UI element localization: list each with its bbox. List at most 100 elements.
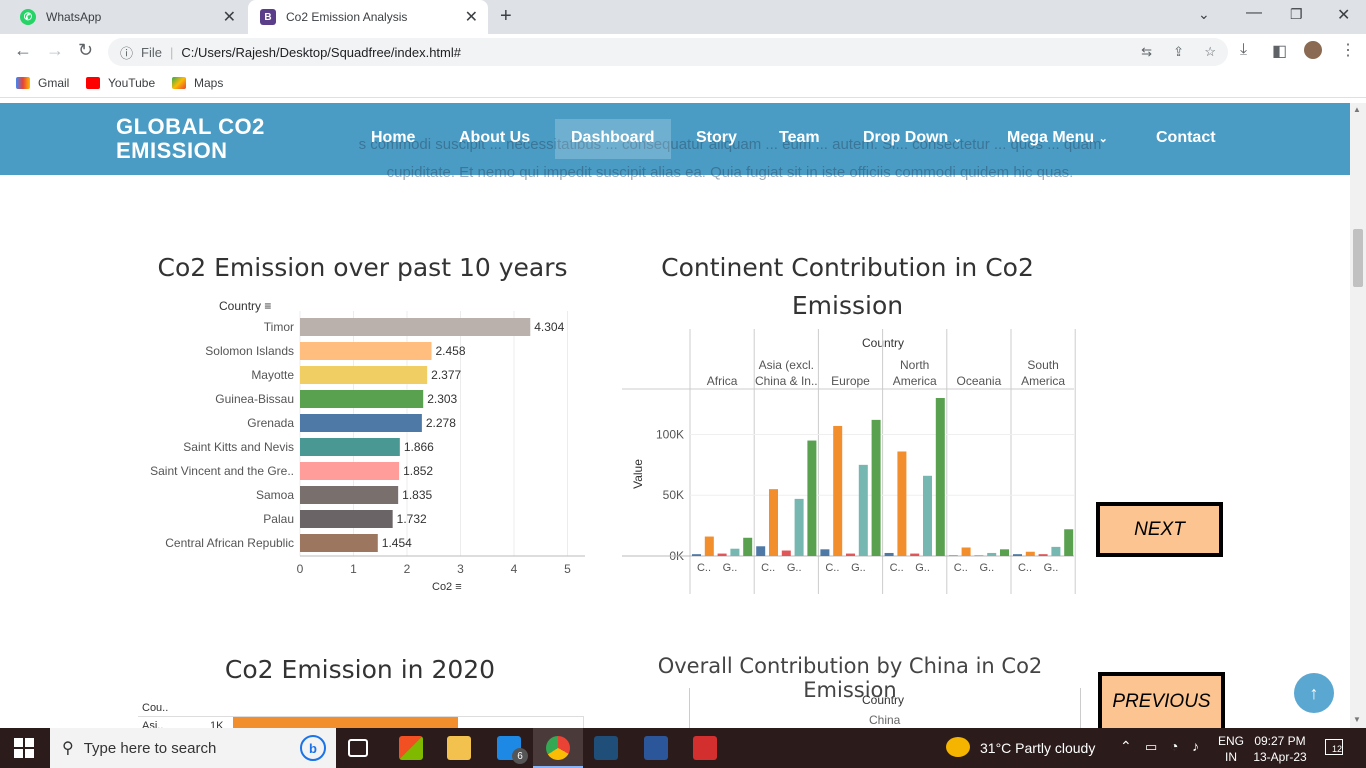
chart2-bar bbox=[858, 464, 868, 556]
restore-icon[interactable]: ❐ bbox=[1290, 6, 1303, 22]
nav-home[interactable]: Home bbox=[371, 129, 416, 146]
chart1-bar bbox=[300, 390, 424, 408]
chart2-bar bbox=[743, 537, 753, 556]
bing-icon[interactable]: b bbox=[300, 735, 326, 761]
bookmark-gmail[interactable]: Gmail bbox=[16, 76, 69, 90]
sidepanel-icon[interactable]: ◧ bbox=[1272, 43, 1288, 60]
notification-icon[interactable]: 12 bbox=[1325, 739, 1343, 755]
tableau-icon[interactable] bbox=[594, 736, 618, 760]
chart1-bar bbox=[300, 414, 422, 432]
language-indicator[interactable]: ENG IN bbox=[1218, 733, 1244, 765]
chart2-sub-label: G.. bbox=[787, 562, 802, 574]
back-to-top-button[interactable]: ↑ bbox=[1294, 673, 1334, 713]
chart1-data-label: 1.732 bbox=[397, 512, 427, 526]
taskbar-search[interactable]: ⚲ Type here to search b bbox=[50, 728, 336, 768]
chart2-bar bbox=[769, 489, 778, 556]
chart1-xlabel-text: Co2 bbox=[432, 581, 453, 593]
bg-line-2: cupiditate. Et nemo qui impedit suscipit… bbox=[386, 164, 1074, 181]
chart1-category-label: Solomon Islands bbox=[205, 344, 294, 358]
url-field[interactable]: ⓘ File | C:/Users/Rajesh/Desktop/Squadfr… bbox=[108, 38, 1228, 66]
back-icon[interactable]: ← bbox=[14, 40, 32, 60]
tab-whatsapp[interactable]: ✆ WhatsApp ✕ bbox=[0, 0, 246, 34]
chart2-ylabel: Value bbox=[631, 459, 645, 489]
wifi-icon[interactable]: ◔ bbox=[1170, 738, 1179, 754]
new-tab-icon[interactable]: + bbox=[500, 5, 512, 27]
bookmark-maps[interactable]: Maps bbox=[172, 76, 223, 90]
weather-icon[interactable] bbox=[946, 737, 970, 757]
download-icon[interactable]: ⤓ bbox=[1240, 41, 1248, 58]
nav-contact[interactable]: Contact bbox=[1156, 129, 1216, 146]
minimize-icon[interactable]: — bbox=[1246, 4, 1262, 21]
nav-megamenu[interactable]: Mega Menu ⌄ bbox=[1007, 129, 1108, 147]
site-logo[interactable]: GLOBAL CO2 EMISSION bbox=[116, 114, 265, 163]
forward-icon[interactable]: → bbox=[46, 40, 64, 60]
chart1-bar bbox=[300, 486, 399, 504]
reload-icon[interactable]: ↻ bbox=[78, 40, 94, 60]
close-tab-icon[interactable]: ✕ bbox=[464, 9, 478, 26]
nav-dropdown-label: Drop Down bbox=[863, 129, 949, 146]
previous-button[interactable]: PREVIOUS bbox=[1098, 672, 1225, 728]
battery-icon[interactable]: ▭ bbox=[1145, 739, 1158, 754]
acrobat-icon[interactable] bbox=[693, 736, 717, 760]
chrome-icon[interactable] bbox=[546, 736, 570, 760]
star-icon[interactable]: ☆ bbox=[1204, 44, 1216, 59]
chart2-bar bbox=[884, 552, 894, 556]
nav-story[interactable]: Story bbox=[696, 129, 737, 146]
task-view-icon[interactable] bbox=[348, 739, 368, 757]
address-bar: ← → ↻ ⓘ File | C:/Users/Rajesh/Desktop/S… bbox=[0, 34, 1366, 70]
share-icon[interactable]: ⇪ bbox=[1173, 44, 1184, 59]
chart2-panel-label: Africa bbox=[707, 374, 738, 388]
scroll-up-icon[interactable]: ▲ bbox=[1353, 105, 1361, 114]
word-icon[interactable] bbox=[644, 736, 668, 760]
chart2-sub-label: G.. bbox=[979, 562, 994, 574]
chart2-bar bbox=[923, 475, 932, 556]
chart1-xlabel[interactable]: Co2 ≡ bbox=[432, 581, 462, 593]
bootstrap-icon: B bbox=[260, 9, 276, 25]
nav-dropdown[interactable]: Drop Down ⌄ bbox=[863, 129, 962, 147]
close-tab-icon[interactable]: ✕ bbox=[222, 9, 236, 26]
profile-avatar[interactable] bbox=[1304, 41, 1322, 59]
chart2-sub-label: C.. bbox=[825, 562, 839, 574]
chart1-data-label: 2.377 bbox=[431, 368, 461, 382]
weather-text[interactable]: 31°C Partly cloudy bbox=[980, 740, 1096, 756]
nav-dashboard[interactable]: Dashboard bbox=[571, 129, 655, 146]
chart1-axis-header[interactable]: Country ≡ bbox=[219, 299, 271, 313]
bookmark-label: Maps bbox=[194, 76, 224, 90]
nav-team[interactable]: Team bbox=[779, 129, 820, 146]
tab-strip: ✆ WhatsApp ✕ B Co2 Emission Analysis ✕ +… bbox=[0, 0, 1366, 34]
tab-co2[interactable]: B Co2 Emission Analysis ✕ bbox=[248, 0, 488, 34]
store-icon[interactable] bbox=[399, 736, 423, 760]
info-icon: ⓘ bbox=[120, 45, 134, 61]
file-explorer-icon[interactable] bbox=[447, 736, 471, 760]
tab-search-icon[interactable]: ⌄ bbox=[1198, 6, 1210, 22]
chart1-svg: 0 1 2 3 4 5 Timor 4.304 Solomon Islands 2.458 Mayo… bbox=[150, 311, 585, 576]
chart2-bar bbox=[807, 440, 817, 556]
translate-icon[interactable]: ⇆ bbox=[1141, 44, 1152, 59]
windows-start-icon[interactable] bbox=[14, 738, 34, 758]
nav-megamenu-label: Mega Menu bbox=[1007, 129, 1095, 146]
bookmark-youtube[interactable]: YouTube bbox=[86, 76, 155, 90]
chart2-panel-label: Europe bbox=[831, 374, 870, 388]
scroll-down-icon[interactable]: ▼ bbox=[1353, 715, 1361, 724]
menu-icon[interactable]: ⋮ bbox=[1340, 42, 1356, 59]
tray-expand-icon[interactable]: ⌃ bbox=[1120, 738, 1132, 754]
active-nav-highlight bbox=[555, 119, 671, 159]
chart1-category-label: Samoa bbox=[256, 488, 294, 502]
chart2-panel-label: China & In.. bbox=[755, 374, 818, 388]
scrollbar-thumb[interactable] bbox=[1353, 229, 1363, 287]
nav-about[interactable]: About Us bbox=[459, 129, 531, 146]
chart2-sub-label: G.. bbox=[915, 562, 930, 574]
site-navbar: s commodi suscipit ... necessitatibus ..… bbox=[0, 103, 1350, 181]
volume-icon[interactable]: ♪ bbox=[1192, 738, 1199, 754]
page-scrollbar[interactable]: ▲ ▼ bbox=[1350, 103, 1366, 728]
close-window-icon[interactable]: ✕ bbox=[1337, 7, 1351, 24]
windows-taskbar: ⚲ Type here to search b 6 31°C Partly cl… bbox=[0, 728, 1366, 768]
chart2-tick-label: 50K bbox=[663, 488, 684, 502]
next-button[interactable]: NEXT bbox=[1096, 502, 1223, 557]
chart3-row-value: 1K bbox=[210, 720, 224, 728]
chart4-title: Overall Contribution by China in Co2 Emi… bbox=[657, 654, 1043, 702]
clock[interactable]: 09:27 PM 13-Apr-23 bbox=[1252, 733, 1308, 765]
bookmark-label: YouTube bbox=[108, 76, 156, 90]
chart2-title-line1: Continent Contribution in Co2 bbox=[661, 253, 1034, 282]
chart1-tick-label: 1 bbox=[350, 562, 357, 576]
